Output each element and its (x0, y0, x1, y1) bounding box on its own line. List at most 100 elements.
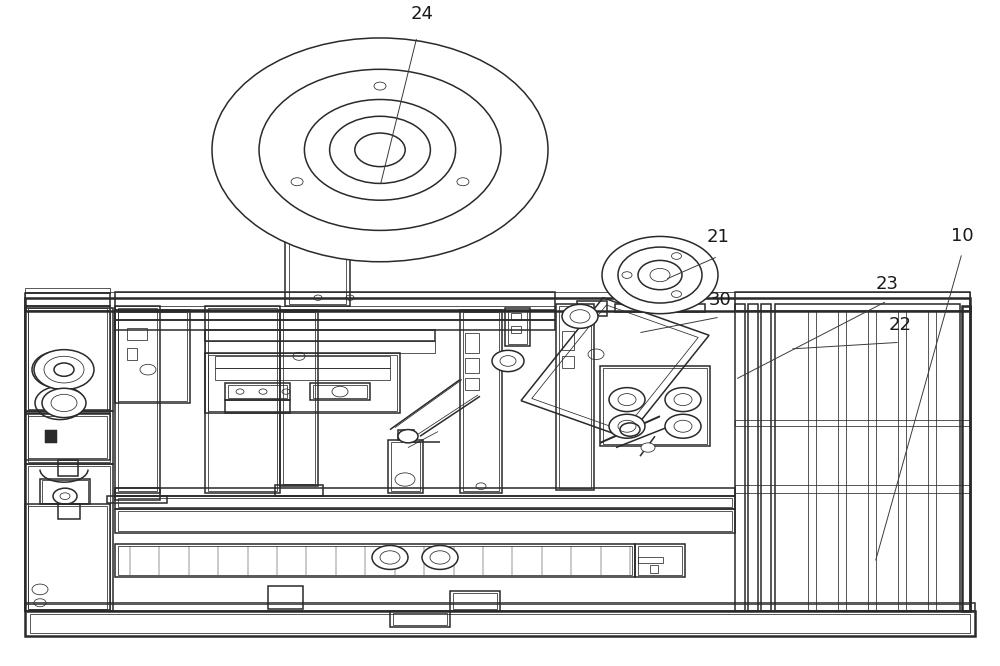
Bar (107, 496, 167, 503)
Bar (115, 310, 190, 403)
Bar (115, 544, 635, 577)
Bar (735, 304, 745, 611)
Circle shape (620, 423, 640, 436)
Bar (215, 356, 390, 368)
Bar (268, 586, 303, 609)
Bar (450, 591, 500, 611)
Bar (285, 183, 350, 306)
Bar (205, 353, 400, 413)
Bar (962, 306, 970, 611)
Bar (638, 546, 682, 575)
Bar (559, 306, 591, 488)
Bar (650, 565, 658, 573)
Bar (58, 460, 78, 476)
Bar (45, 430, 57, 443)
Bar (215, 368, 390, 380)
Bar (465, 378, 479, 390)
Bar (30, 614, 970, 633)
Circle shape (562, 304, 598, 328)
Bar (115, 320, 555, 330)
Bar (465, 358, 479, 373)
Bar (453, 593, 497, 609)
Bar (25, 464, 113, 611)
Bar (615, 304, 705, 312)
Bar (808, 311, 816, 611)
Bar (25, 306, 110, 413)
Bar (25, 603, 975, 611)
Bar (562, 331, 574, 350)
Bar (40, 479, 90, 504)
Bar (928, 311, 936, 611)
Bar (28, 413, 110, 462)
Bar (289, 185, 346, 304)
Bar (761, 304, 771, 611)
Circle shape (609, 388, 645, 412)
Circle shape (422, 545, 458, 569)
Bar (118, 511, 732, 531)
Bar (556, 304, 594, 490)
Bar (208, 308, 277, 491)
Bar (511, 313, 521, 320)
Bar (25, 504, 110, 611)
Text: 21: 21 (707, 228, 729, 246)
Bar (225, 383, 290, 400)
Bar (775, 304, 960, 611)
Bar (28, 310, 110, 409)
Bar (393, 613, 447, 625)
Bar (115, 488, 735, 496)
Bar (205, 330, 435, 341)
Circle shape (665, 388, 701, 412)
Bar (735, 420, 970, 426)
Bar (600, 366, 710, 446)
Bar (505, 308, 530, 346)
Circle shape (609, 414, 645, 438)
Bar (208, 355, 397, 411)
Bar (118, 546, 632, 575)
Bar (225, 400, 290, 413)
Bar (228, 385, 287, 398)
Bar (635, 544, 685, 577)
Circle shape (641, 443, 655, 452)
Text: 30: 30 (709, 291, 731, 309)
Bar (511, 326, 521, 333)
Bar (118, 312, 187, 401)
Bar (275, 485, 323, 496)
Bar (25, 411, 113, 464)
Bar (465, 333, 479, 353)
Bar (115, 310, 555, 320)
Bar (735, 485, 970, 493)
Bar (280, 310, 318, 486)
Bar (748, 304, 758, 611)
Bar (25, 604, 970, 611)
Circle shape (34, 350, 94, 390)
Bar (42, 480, 88, 503)
Bar (390, 611, 450, 627)
Bar (127, 328, 147, 340)
Bar (391, 442, 420, 491)
Bar (735, 292, 970, 311)
Bar (508, 310, 527, 344)
Bar (118, 498, 732, 507)
Bar (838, 311, 846, 611)
Circle shape (492, 350, 524, 372)
Circle shape (665, 414, 701, 438)
Bar (115, 488, 160, 500)
Bar (28, 416, 107, 458)
Bar (28, 466, 110, 609)
Bar (25, 308, 113, 411)
Circle shape (42, 388, 86, 418)
Circle shape (212, 38, 548, 262)
Bar (388, 440, 423, 493)
Bar (25, 292, 970, 298)
Text: 10: 10 (951, 227, 973, 245)
Bar (205, 341, 435, 353)
Bar (25, 298, 970, 311)
Bar (118, 308, 157, 491)
Text: 24: 24 (411, 5, 434, 23)
Bar (115, 292, 555, 311)
Circle shape (398, 430, 418, 443)
Bar (562, 356, 574, 368)
Bar (205, 306, 280, 493)
Text: 22: 22 (889, 316, 912, 334)
Circle shape (602, 236, 718, 314)
